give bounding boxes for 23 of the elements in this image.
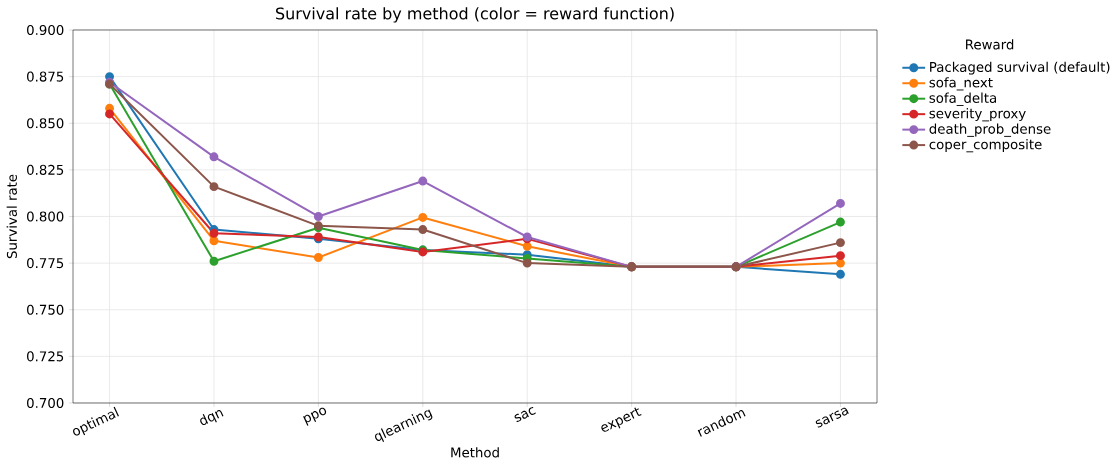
y-tick-label: 0.825 (27, 164, 64, 175)
x-axis-title: Method (451, 447, 499, 458)
y-tick-label: 0.850 (27, 118, 64, 129)
y-tick-label: 0.800 (27, 211, 64, 222)
y-tick-label: 0.700 (27, 397, 64, 409)
legend-label: severity_proxy (929, 108, 1026, 122)
legend-title: Reward (966, 39, 1014, 50)
y-tick-label: 0.750 (27, 304, 64, 315)
legend-label: death_prob_dense (929, 123, 1051, 137)
legend-label: sofa_next (929, 77, 993, 91)
y-axis-title: Survival rate (6, 174, 17, 259)
x-tick-label: dqn (200, 409, 224, 426)
x-tick-label: ppo (303, 407, 327, 426)
x-tick-label: sarsa (815, 407, 849, 428)
x-tick-label: sac (514, 407, 536, 423)
y-tick-label: 0.725 (27, 351, 64, 362)
y-tick-label: 0.900 (27, 24, 64, 36)
legend-label: coper_composite (929, 139, 1042, 153)
legend-label: sofa_delta (929, 92, 996, 106)
chart-title: Survival rate by method (color = reward function) (276, 7, 674, 23)
legend-label: Packaged survival (default) (930, 61, 1110, 75)
y-tick-label: 0.775 (27, 258, 64, 269)
y-tick-label: 0.875 (27, 71, 64, 82)
